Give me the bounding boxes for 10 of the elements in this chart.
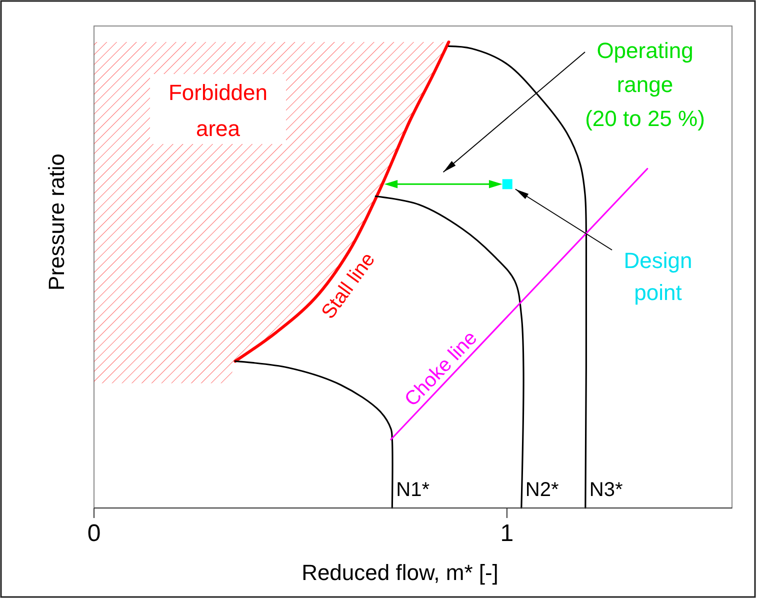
series-label: N2* [525,479,559,501]
series-label: N3* [589,479,623,501]
x-tick-label: 0 [87,520,101,547]
x-axis-title: Reduced flow, m* [-] [302,560,498,585]
y-axis-title: Pressure ratio [44,154,69,290]
annotation: Operating range (20 to 25 %) [585,38,705,131]
annotation: Forbidden area [168,80,268,141]
x-tick-label: 1 [500,520,514,547]
annotation: Design point [624,248,692,305]
series-label: N1* [396,479,430,501]
